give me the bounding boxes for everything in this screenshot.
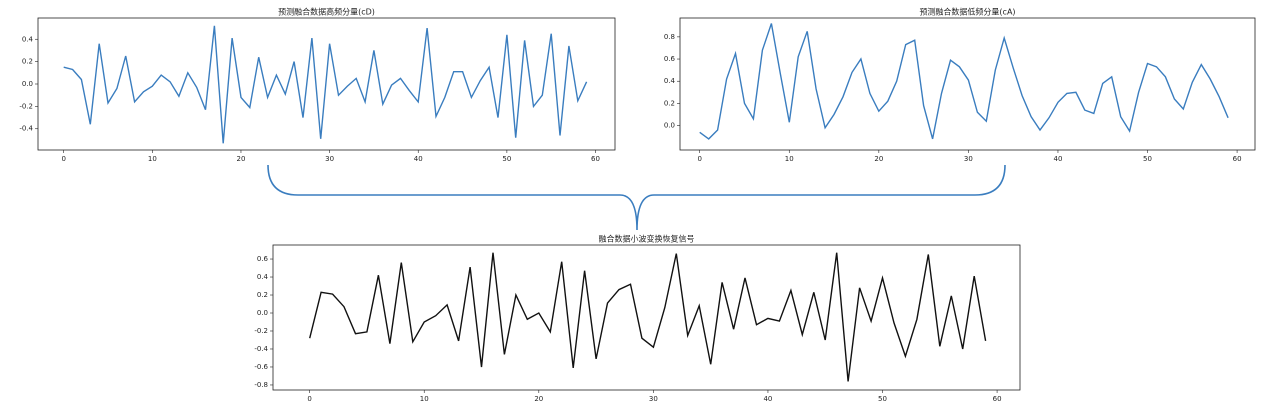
chart-title: 预测融合数据低频分量(cA)	[919, 7, 1015, 17]
y-tick-label: 0.0	[664, 122, 675, 130]
y-tick-label: 0.4	[257, 273, 269, 281]
x-tick-label: 40	[1053, 155, 1062, 163]
x-tick-label: 50	[1143, 155, 1152, 163]
x-tick-label: 60	[591, 155, 600, 163]
signal-line	[63, 25, 588, 144]
y-tick-label: 0.2	[664, 99, 675, 107]
plot-frame	[272, 244, 1021, 391]
y-tick-label: 0.4	[22, 35, 34, 43]
y-tick-label: 0.2	[257, 291, 268, 299]
y-tick-label: -0.6	[254, 363, 268, 371]
x-tick-label: 10	[785, 155, 794, 163]
x-tick-label: 20	[534, 395, 543, 403]
y-tick-label: 0.4	[664, 77, 676, 85]
x-tick-label: 0	[697, 155, 701, 163]
x-tick-label: 40	[763, 395, 772, 403]
x-tick-label: 10	[148, 155, 157, 163]
x-tick-label: 20	[874, 155, 883, 163]
x-tick-label: 60	[1233, 155, 1242, 163]
x-tick-label: 30	[649, 395, 658, 403]
x-tick-label: 20	[237, 155, 246, 163]
y-tick-label: -0.8	[254, 381, 268, 389]
y-tick-label: 0.8	[664, 33, 675, 41]
chart-title: 预测融合数据高频分量(cD)	[278, 7, 375, 17]
x-tick-label: 40	[414, 155, 423, 163]
x-tick-label: 10	[420, 395, 429, 403]
y-tick-label: -0.4	[19, 125, 33, 133]
x-tick-label: 50	[502, 155, 511, 163]
y-tick-label: -0.2	[254, 327, 268, 335]
y-tick-label: -0.4	[254, 345, 268, 353]
x-tick-label: 60	[993, 395, 1002, 403]
x-tick-label: 50	[878, 395, 887, 403]
signal-line	[699, 23, 1229, 140]
merge-brace	[267, 164, 1006, 231]
x-tick-label: 0	[307, 395, 311, 403]
chart-title: 融合数据小波变换恢复信号	[599, 234, 695, 244]
x-tick-label: 0	[61, 155, 65, 163]
y-tick-label: 0.0	[257, 309, 268, 317]
signal-line	[309, 252, 987, 382]
y-tick-label: 0.6	[257, 255, 269, 263]
y-tick-label: 0.0	[22, 80, 33, 88]
plot-frame	[679, 17, 1256, 151]
y-tick-label: -0.2	[19, 102, 33, 110]
y-tick-label: 0.6	[664, 55, 676, 63]
y-tick-label: 0.2	[22, 58, 33, 66]
x-tick-label: 30	[325, 155, 334, 163]
x-tick-label: 30	[964, 155, 973, 163]
